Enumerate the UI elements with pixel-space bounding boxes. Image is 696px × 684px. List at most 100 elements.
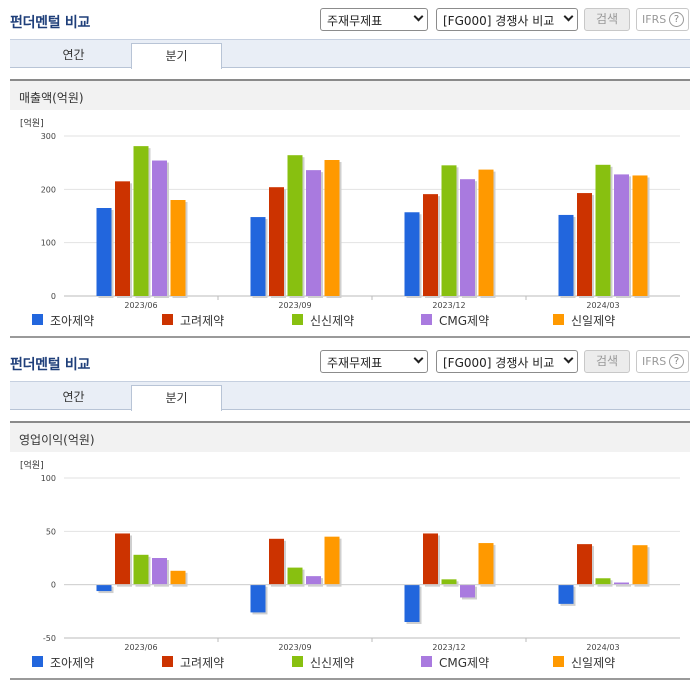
bar — [324, 160, 340, 296]
panel-title: 펀더멘털 비교 — [10, 15, 91, 31]
x-tick-label: 2024/03 — [586, 301, 619, 310]
chevron-down-icon — [563, 353, 574, 364]
tab-quarterly[interactable]: 분기 — [131, 385, 222, 411]
bar — [632, 175, 648, 296]
bar — [404, 212, 420, 296]
bar — [478, 169, 494, 296]
chevron-down-icon — [413, 11, 424, 22]
revenue-panel: 펀더멘털 비교 주재무제표 [FG000] 경쟁사 비교 검색 IFRS ? 연… — [0, 8, 696, 338]
chart-legend: 조아제약 고려제약 신신제약 CMG제약 신일제약 — [0, 312, 696, 330]
chart-legend: 조아제약 고려제약 신신제약 CMG제약 신일제약 — [0, 654, 696, 672]
bar — [133, 554, 149, 585]
bar — [441, 165, 457, 296]
bar — [460, 584, 475, 598]
bar — [441, 579, 457, 585]
unit-label: [억원] — [20, 117, 44, 129]
x-tick-label: 2023/12 — [432, 301, 465, 310]
search-button[interactable]: 검색 — [584, 350, 630, 373]
bar — [269, 187, 284, 296]
peer-group-value: [FG000] 경쟁사 비교 — [443, 14, 555, 28]
legend-swatch — [162, 656, 173, 667]
legend-label: 조아제약 — [50, 656, 95, 670]
legend-swatch — [32, 314, 43, 325]
bar — [478, 543, 494, 585]
bar — [133, 146, 149, 296]
bar — [152, 558, 167, 585]
period-tabs: 연간 분기 — [10, 39, 690, 69]
section-title: 매출액(억원) — [10, 79, 690, 110]
bar — [170, 570, 186, 585]
y-tick-label: 300 — [41, 132, 56, 141]
legend-swatch — [421, 314, 432, 325]
bar — [115, 533, 130, 585]
bar — [558, 584, 574, 604]
bar — [306, 170, 321, 296]
y-tick-label: -50 — [43, 634, 56, 643]
search-button[interactable]: 검색 — [584, 8, 630, 31]
peer-group-select[interactable]: [FG000] 경쟁사 비교 — [436, 8, 578, 31]
bar-shadow — [616, 584, 631, 587]
legend-label: 고려제약 — [180, 314, 225, 328]
legend-swatch — [162, 314, 173, 325]
peer-group-select[interactable]: [FG000] 경쟁사 비교 — [436, 350, 578, 373]
bar — [115, 181, 130, 296]
legend-label: 신일제약 — [571, 314, 616, 328]
help-icon[interactable]: ? — [669, 12, 684, 27]
bar — [614, 174, 629, 296]
bar — [287, 155, 303, 296]
x-tick-label: 2023/06 — [124, 301, 157, 310]
bar — [324, 536, 340, 585]
legend-swatch — [292, 314, 303, 325]
legend-swatch — [553, 656, 564, 667]
legend-swatch — [553, 314, 564, 325]
bar — [558, 214, 574, 296]
bar — [632, 545, 648, 585]
peer-group-value: [FG000] 경쟁사 비교 — [443, 356, 555, 370]
statement-type-select[interactable]: 주재무제표 — [320, 350, 428, 373]
bar — [287, 567, 303, 585]
bar — [250, 584, 266, 613]
bar — [306, 576, 321, 585]
operating-income-chart: [억원] -50 0 50 100 2023/06 2023/09 2023/12 2024/0… — [20, 459, 680, 652]
panel-title: 펀더멘털 비교 — [10, 357, 91, 373]
bar — [250, 217, 266, 296]
bar — [614, 582, 629, 585]
section-title: 영업이익(억원) — [10, 421, 690, 452]
tab-annual[interactable]: 연간 — [62, 390, 85, 404]
ifrs-toggle[interactable]: IFRS ? — [636, 8, 689, 31]
ifrs-label: IFRS — [642, 13, 667, 26]
statement-type-value: 주재무제표 — [327, 356, 383, 370]
legend-label: 조아제약 — [50, 314, 95, 328]
x-tick-label: 2024/03 — [586, 643, 619, 652]
bar — [423, 533, 438, 585]
tab-quarterly[interactable]: 분기 — [131, 43, 222, 69]
tab-annual[interactable]: 연간 — [62, 48, 85, 62]
bar — [170, 200, 186, 296]
revenue-chart: [억원] 0 100 200 300 2023/06 2023/09 2023/12 2024/… — [20, 117, 680, 310]
bar — [595, 164, 611, 296]
y-tick-label: 50 — [46, 527, 56, 536]
y-tick-label: 0 — [51, 292, 56, 301]
ifrs-toggle[interactable]: IFRS ? — [636, 350, 689, 373]
legend-label: 신신제약 — [310, 656, 355, 670]
legend-label: 신일제약 — [571, 656, 616, 670]
y-tick-label: 100 — [41, 239, 56, 248]
legend-label: 신신제약 — [310, 314, 355, 328]
bar — [460, 179, 475, 296]
legend-label: CMG제약 — [439, 656, 490, 670]
period-tabs: 연간 분기 — [10, 381, 690, 411]
x-tick-label: 2023/09 — [278, 301, 311, 310]
y-tick-label: 100 — [41, 474, 56, 483]
bar — [577, 193, 592, 296]
chevron-down-icon — [563, 11, 574, 22]
statement-type-select[interactable]: 주재무제표 — [320, 8, 428, 31]
help-icon[interactable]: ? — [669, 354, 684, 369]
bar — [423, 194, 438, 296]
bar — [595, 578, 611, 585]
x-tick-label: 2023/09 — [278, 643, 311, 652]
unit-label: [억원] — [20, 459, 44, 471]
bar — [404, 584, 420, 622]
divider — [10, 336, 690, 338]
y-tick-label: 200 — [41, 185, 56, 194]
bar — [152, 160, 167, 296]
